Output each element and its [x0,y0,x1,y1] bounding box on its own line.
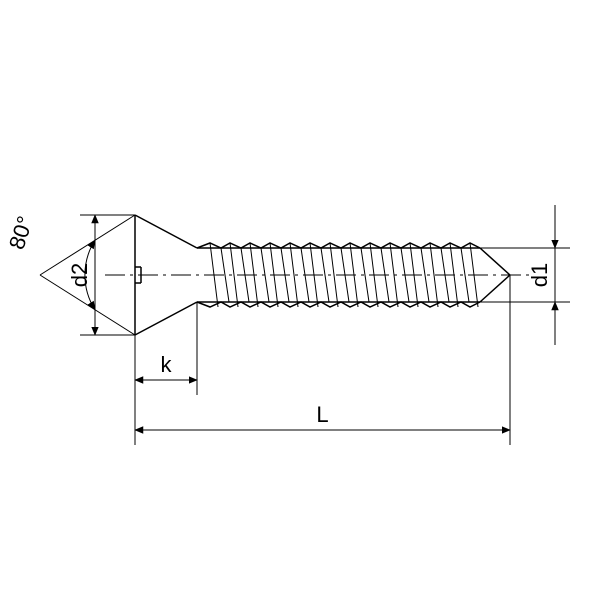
thread-crest-top [197,243,480,248]
d1-label: d1 [527,263,552,287]
tip-bottom [480,275,510,302]
head-taper-bottom [135,302,197,335]
angle-label: 80° [4,213,38,252]
d2-label: d2 [67,263,92,287]
tip-top [480,248,510,275]
k-label: k [161,352,173,377]
L-label: L [316,402,328,427]
head-taper-top [135,215,197,248]
screw-diagram: 80° d2 k d1 L [0,0,600,600]
